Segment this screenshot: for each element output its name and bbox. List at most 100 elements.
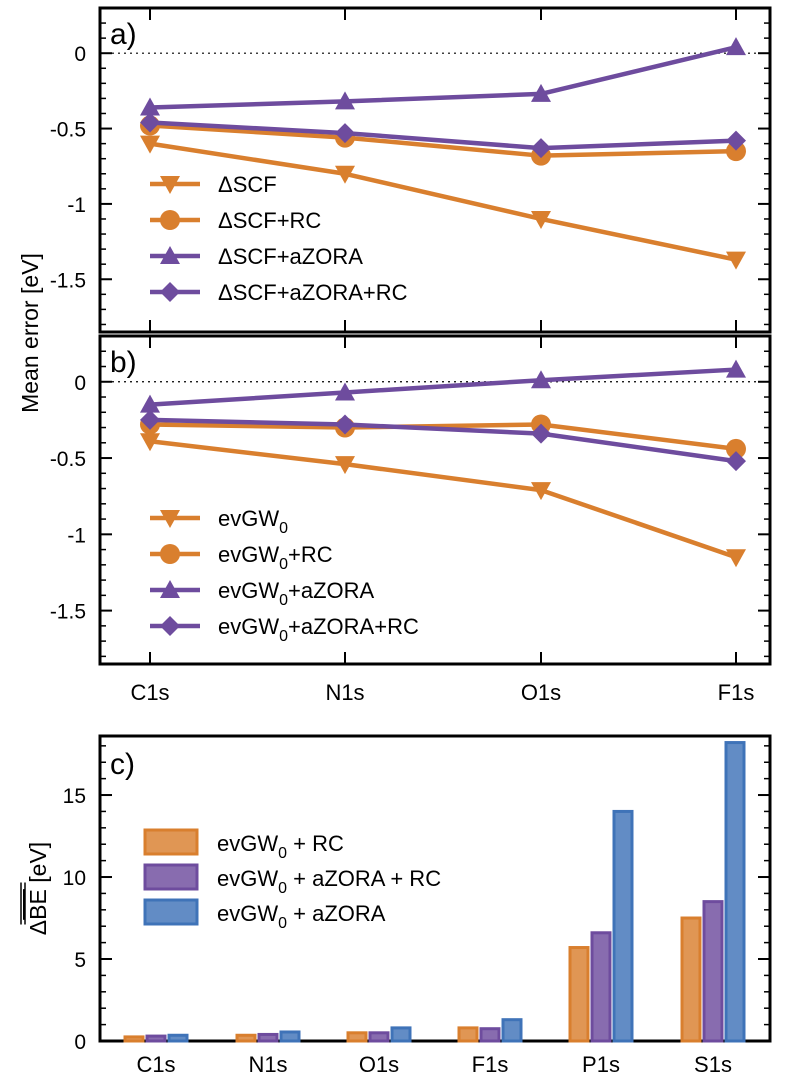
series-line — [149, 439, 737, 560]
legend-label-base: evGW — [218, 578, 279, 603]
legend-marker — [160, 176, 180, 194]
panel-label: b) — [110, 346, 137, 379]
y-tick-label: 5 — [74, 949, 86, 972]
x-tick-label: O1s — [359, 1052, 399, 1077]
legend-label: evGW0 + RC — [217, 831, 344, 862]
series-line — [149, 141, 737, 262]
bar — [279, 1030, 301, 1043]
y-tick-label: -1.5 — [50, 269, 86, 292]
legend-label: ΔSCF+aZORA+RC — [218, 280, 408, 305]
y-tick-label: 0 — [74, 372, 86, 395]
legend-label-subscript: 0 — [278, 845, 287, 862]
y-tick-label: -1 — [67, 524, 86, 547]
series-line — [149, 367, 737, 407]
legend-label-suffix: + RC — [287, 831, 344, 856]
data-point — [335, 123, 355, 144]
bar — [457, 1026, 479, 1043]
bar — [123, 1035, 145, 1043]
bar — [145, 1034, 167, 1043]
x-tick-label: C1s — [130, 680, 169, 705]
legend-label-suffix: +RC — [288, 542, 333, 567]
bar — [167, 1033, 189, 1043]
bar — [724, 741, 746, 1043]
legend-swatch — [143, 898, 199, 926]
data-point — [140, 433, 160, 452]
bar — [390, 1026, 412, 1043]
legend-marker — [160, 510, 180, 528]
panel-a: 0 -0.5 -1 -1.5 a) ΔSCF ΔSCF+RC ΔSCF+aZORA ΔSCF+a… — [50, 6, 772, 334]
legend-marker — [160, 580, 180, 598]
series-line — [149, 123, 737, 158]
legend-label-subscript: 0 — [279, 556, 288, 573]
series-line — [149, 422, 737, 452]
bar — [590, 931, 612, 1043]
bar — [479, 1027, 501, 1043]
data-point — [531, 83, 551, 102]
legend-label: evGW0+aZORA — [218, 578, 375, 609]
panel-c: 0 5 10 15 C1s N1s O1s F1s P1s S1s c) ΔBE [eV] evGW0 … — [20, 734, 772, 1077]
y-tick-label: -0.5 — [50, 448, 86, 471]
x-tick-label: P1s — [582, 1052, 620, 1077]
ylabel-part: [eV] — [25, 842, 51, 889]
legend-label-base: evGW — [218, 542, 279, 567]
y-axis-label-mean-error: Mean error [eV] — [17, 253, 43, 413]
series-line — [149, 120, 737, 151]
data-point — [335, 165, 355, 184]
legend-label-subscript: 0 — [279, 592, 288, 609]
legend-marker — [160, 246, 180, 264]
data-point — [531, 482, 551, 501]
x-tick-label: F1s — [718, 680, 755, 705]
bar — [702, 900, 724, 1043]
legend-label: ΔSCF — [218, 172, 277, 197]
legend-swatch — [143, 828, 199, 856]
data-point — [726, 130, 746, 151]
data-point — [531, 138, 551, 159]
data-point — [140, 112, 160, 133]
plot-frame — [98, 734, 772, 1043]
data-point — [726, 438, 746, 459]
legend-swatch — [143, 863, 199, 891]
legend-label-suffix: +aZORA+RC — [288, 614, 419, 639]
series-line — [149, 417, 737, 464]
ylabel-part: BE — [25, 889, 51, 920]
legend-label-subscript: 0 — [278, 880, 287, 897]
legend-marker — [160, 282, 180, 302]
bar — [235, 1033, 257, 1043]
data-point — [531, 210, 551, 229]
legend-label-subscript: 0 — [279, 520, 288, 537]
data-point — [140, 135, 160, 154]
data-point — [140, 97, 160, 116]
data-point — [726, 549, 746, 568]
data-point — [726, 141, 746, 162]
panel-label: c) — [110, 748, 135, 781]
legend-label: evGW0+RC — [218, 542, 333, 573]
x-tick-label: C1s — [136, 1052, 175, 1077]
legend-marker — [160, 616, 180, 636]
y-tick-label: 10 — [63, 867, 86, 890]
legend-marker — [160, 210, 180, 230]
data-point — [531, 370, 551, 389]
bar — [568, 946, 590, 1043]
data-point — [531, 423, 551, 444]
data-point — [140, 394, 160, 413]
legend-label: evGW0 + aZORA + RC — [217, 866, 441, 897]
legend-label: evGW0 — [218, 506, 288, 537]
ylabel-overline — [20, 882, 26, 925]
panel-label: a) — [110, 18, 137, 51]
legend-marker — [160, 544, 180, 564]
data-point — [726, 251, 746, 270]
data-point — [335, 456, 355, 475]
bar — [612, 809, 634, 1043]
y-tick-label: 0 — [74, 1031, 86, 1054]
legend-label-subscript: 0 — [278, 915, 287, 932]
data-point — [726, 37, 746, 56]
bar — [257, 1032, 279, 1043]
bar — [368, 1031, 390, 1043]
y-tick-label: -0.5 — [50, 119, 86, 142]
data-point — [726, 451, 746, 472]
legend-label-suffix: +aZORA — [288, 578, 375, 603]
y-tick-label: -1.5 — [50, 601, 86, 624]
legend-label-base: evGW — [217, 866, 278, 891]
